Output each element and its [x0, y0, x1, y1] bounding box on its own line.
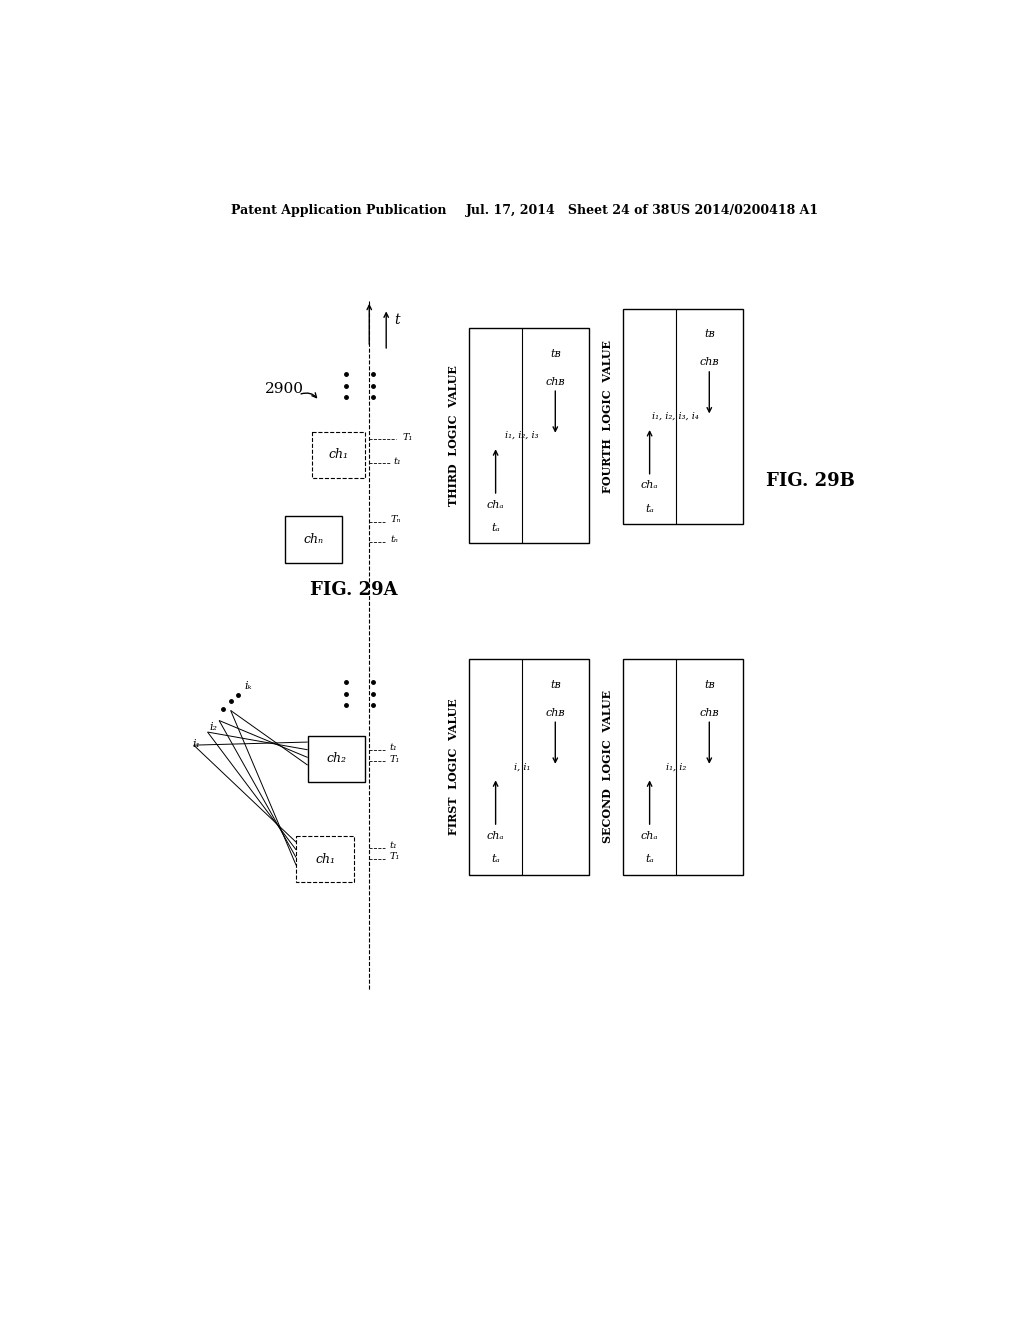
Text: tₐ: tₐ	[492, 854, 500, 865]
Bar	[285, 516, 342, 562]
Text: tʙ: tʙ	[550, 348, 561, 359]
Text: i₁, i₂: i₁, i₂	[666, 762, 686, 771]
Text: t₁: t₁	[389, 841, 397, 850]
Text: chₙ: chₙ	[303, 533, 324, 546]
Bar	[469, 327, 589, 544]
Text: chʙ: chʙ	[699, 358, 719, 367]
Text: tₐ: tₐ	[645, 854, 654, 865]
Bar	[624, 659, 742, 875]
Text: iₖ: iₖ	[245, 681, 252, 690]
Text: chʙ: chʙ	[546, 708, 565, 718]
Text: t: t	[394, 313, 399, 327]
Text: SECOND  LOGIC  VALUE: SECOND LOGIC VALUE	[602, 690, 613, 843]
Text: tₐ: tₐ	[492, 523, 500, 533]
Text: tʙ: tʙ	[703, 680, 715, 690]
Text: t₁: t₁	[389, 743, 397, 752]
Text: i₁: i₁	[193, 739, 200, 748]
Text: i₁, i₂, i₃: i₁, i₂, i₃	[505, 432, 539, 440]
Text: tʙ: tʙ	[703, 330, 715, 339]
Text: i₂: i₂	[210, 722, 218, 731]
Text: T₁: T₁	[402, 433, 413, 442]
Text: FIRST  LOGIC  VALUE: FIRST LOGIC VALUE	[449, 698, 460, 836]
Text: tₙ: tₙ	[390, 535, 398, 544]
Text: i₁, i₂, i₃, i₄: i₁, i₂, i₃, i₄	[652, 412, 699, 421]
Text: T₁: T₁	[389, 853, 399, 861]
Text: Jul. 17, 2014   Sheet 24 of 38: Jul. 17, 2014 Sheet 24 of 38	[466, 205, 670, 218]
Text: chₐ: chₐ	[641, 830, 658, 841]
Text: tʙ: tʙ	[550, 680, 561, 690]
Bar	[307, 737, 366, 781]
Text: tₐ: tₐ	[645, 504, 654, 513]
Text: T₁: T₁	[389, 755, 399, 763]
Bar	[469, 659, 589, 875]
Text: FIG. 29A: FIG. 29A	[310, 581, 397, 598]
Text: US 2014/0200418 A1: US 2014/0200418 A1	[670, 205, 818, 218]
Text: chₐ: chₐ	[486, 830, 505, 841]
Text: Patent Application Publication: Patent Application Publication	[230, 205, 446, 218]
Text: ch₁: ch₁	[329, 449, 348, 462]
Text: THIRD  LOGIC  VALUE: THIRD LOGIC VALUE	[449, 366, 460, 506]
Text: i, i₁: i, i₁	[514, 762, 530, 771]
Text: chₐ: chₐ	[641, 480, 658, 490]
Bar	[311, 432, 366, 478]
Text: 2900: 2900	[265, 383, 304, 396]
Text: chʙ: chʙ	[699, 708, 719, 718]
Text: FIG. 29B: FIG. 29B	[766, 473, 855, 490]
Text: chₐ: chₐ	[486, 499, 505, 510]
Text: t₁: t₁	[394, 457, 401, 466]
Text: ch₁: ch₁	[315, 853, 335, 866]
Bar	[624, 309, 742, 524]
Text: chʙ: chʙ	[546, 376, 565, 387]
Text: FOURTH  LOGIC  VALUE: FOURTH LOGIC VALUE	[602, 339, 613, 492]
Text: Tₙ: Tₙ	[390, 515, 400, 524]
Text: ch₂: ch₂	[327, 752, 346, 766]
Bar	[296, 836, 354, 882]
